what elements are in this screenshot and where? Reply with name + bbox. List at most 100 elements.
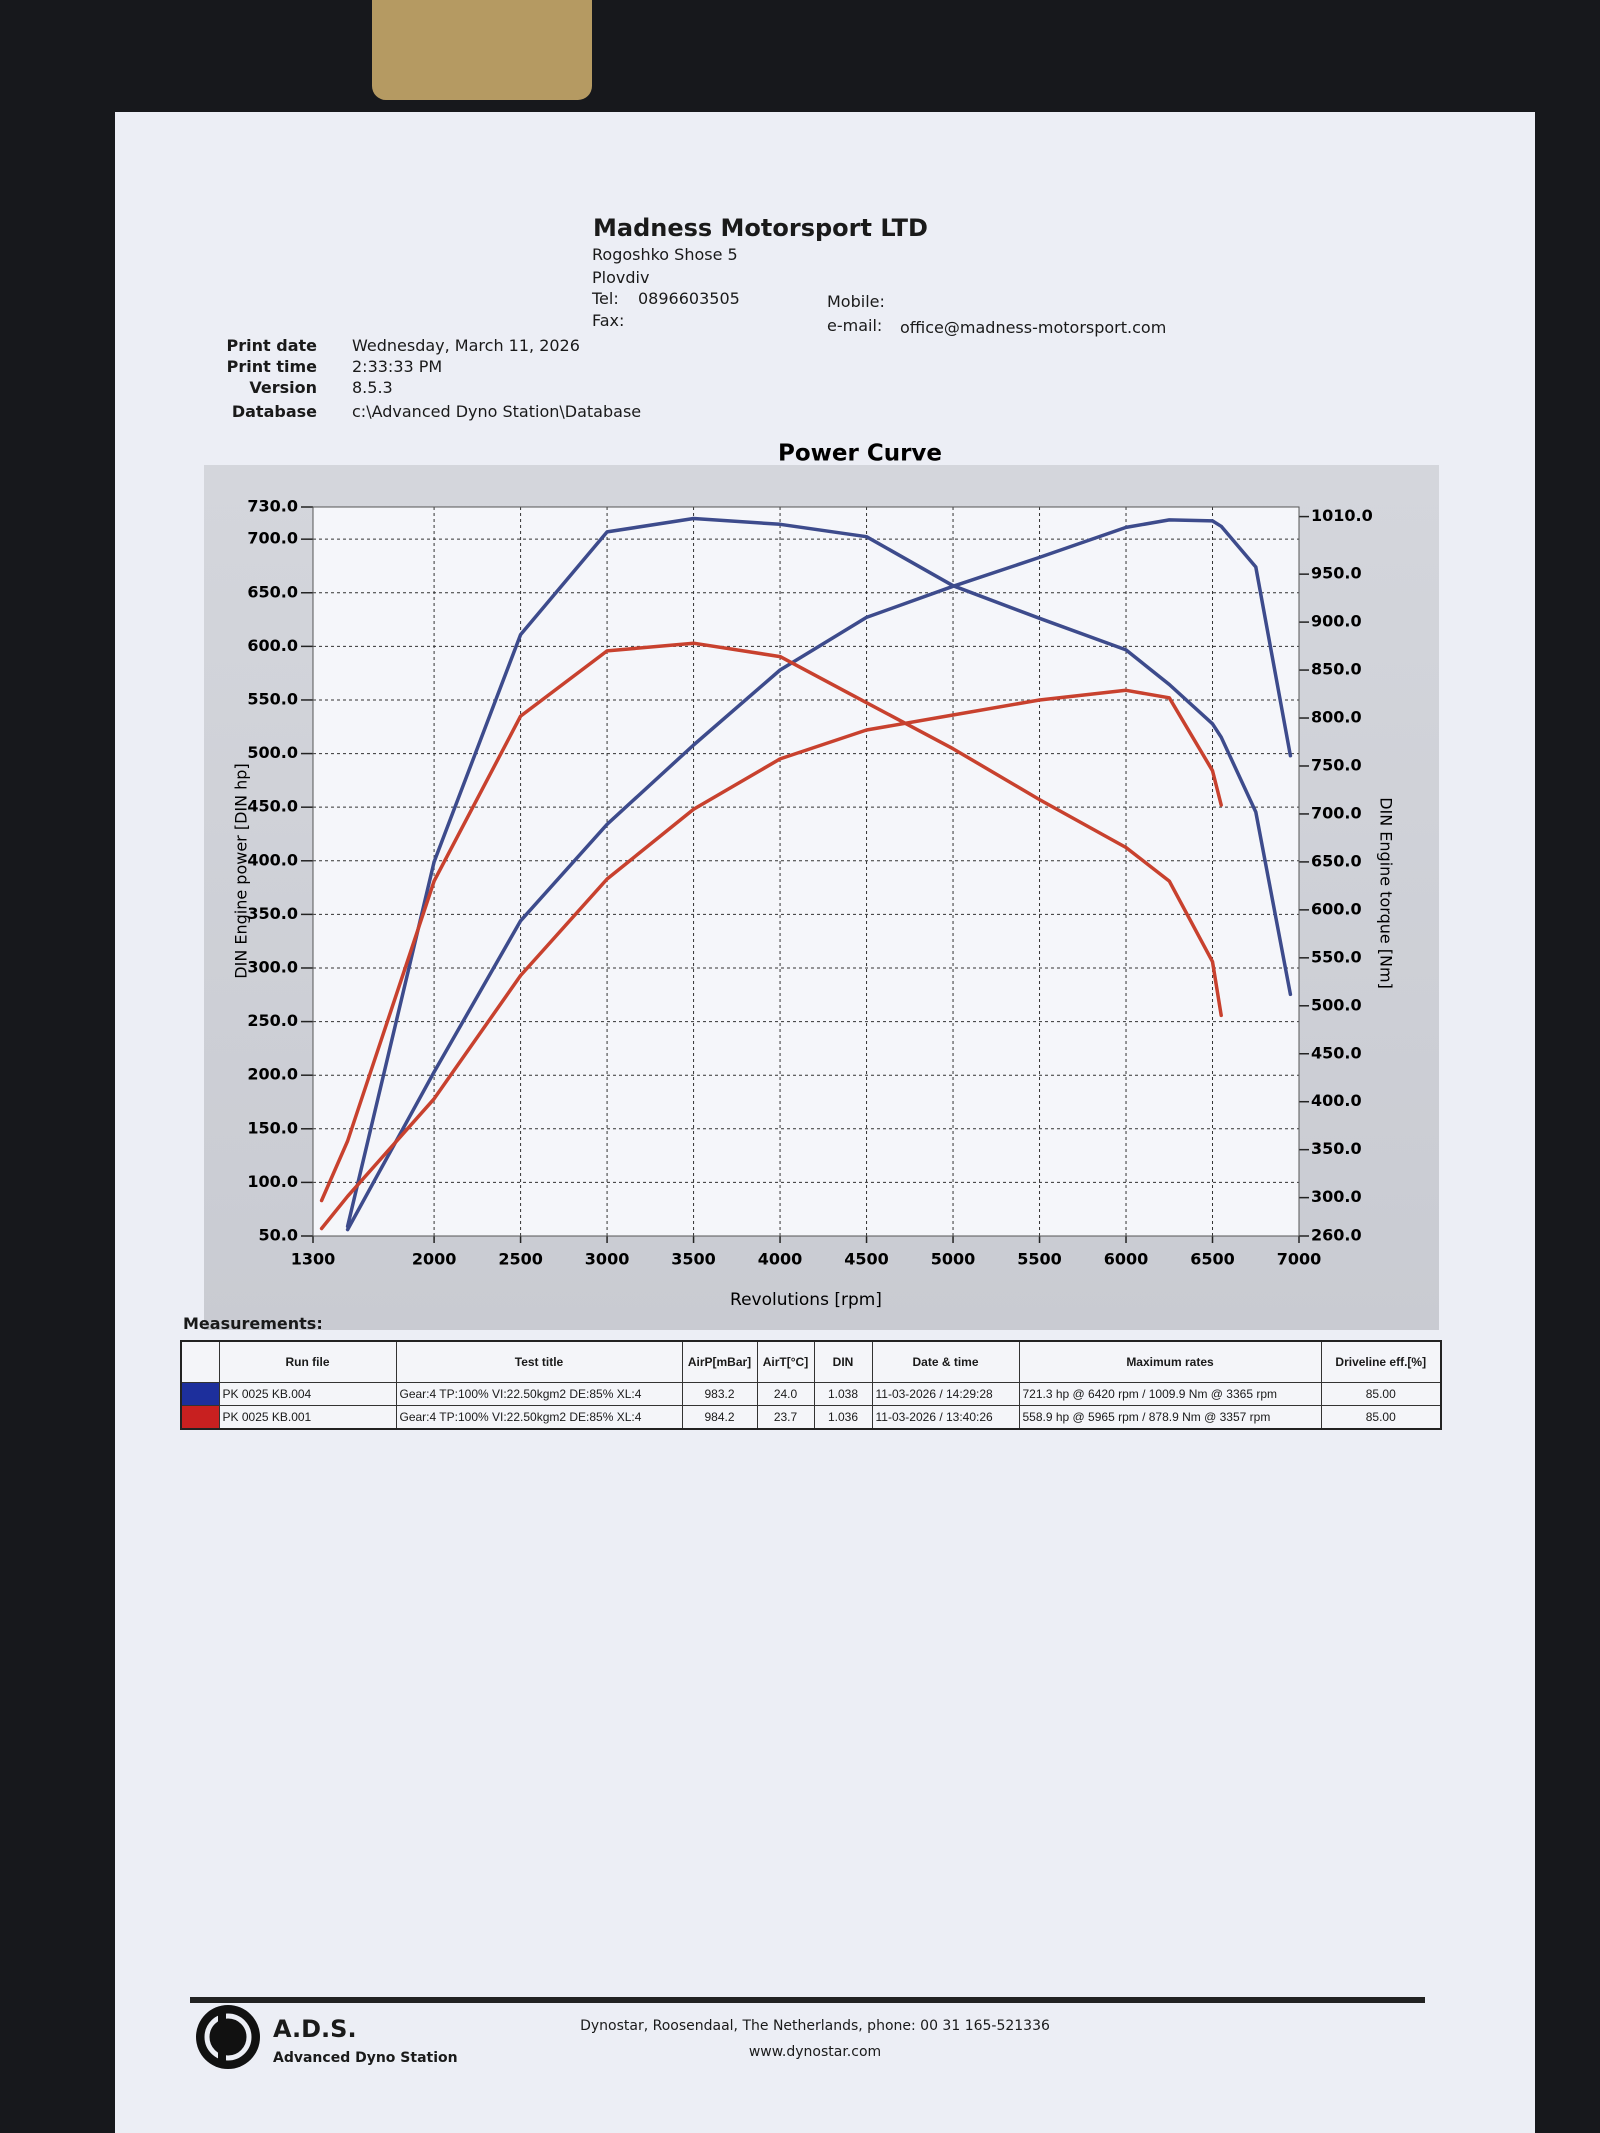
y-tick-label: 650.0 xyxy=(247,582,298,601)
x-tick-label: 7000 xyxy=(1277,1250,1322,1269)
y2-tick-label: 350.0 xyxy=(1311,1139,1362,1158)
info-value: Wednesday, March 11, 2026 xyxy=(352,336,580,355)
power-curve xyxy=(319,688,1223,1231)
cell: 24.0 xyxy=(756,1382,815,1406)
y2-tick-label: 800.0 xyxy=(1311,708,1362,727)
y-tick-label: 400.0 xyxy=(247,850,298,869)
y-tick-label: 450.0 xyxy=(247,797,298,816)
logo-mark xyxy=(196,2005,260,2069)
y-tick-label: 730.0 xyxy=(247,497,298,516)
cell: Gear:4 TP:100% VI:22.50kgm2 DE:85% XL:4 xyxy=(395,1382,683,1406)
x-tick-label: 5500 xyxy=(1017,1250,1062,1269)
y-tick-label: 100.0 xyxy=(247,1172,298,1191)
logo-subtitle: Advanced Dyno Station xyxy=(273,2050,458,2066)
x-tick-label: 1300 xyxy=(291,1250,336,1269)
color-header xyxy=(180,1340,220,1383)
y-tick-label: 50.0 xyxy=(259,1226,298,1245)
tel: 0896603505 xyxy=(638,289,740,308)
y2-tick-label: 550.0 xyxy=(1311,947,1362,966)
column-header: Test title xyxy=(395,1340,683,1383)
x-tick-label: 6500 xyxy=(1190,1250,1235,1269)
y2-tick-label: 950.0 xyxy=(1311,564,1362,583)
cell: 1.038 xyxy=(813,1382,873,1406)
footer-rule xyxy=(190,1997,1425,2003)
info-value: 8.5.3 xyxy=(352,378,393,397)
x-tick-label: 5000 xyxy=(931,1250,976,1269)
y2-tick-label: 700.0 xyxy=(1311,803,1362,822)
y2-tick-label: 850.0 xyxy=(1311,660,1362,679)
info-label: Print time xyxy=(226,357,317,376)
cell: 85.00 xyxy=(1320,1405,1442,1430)
console-trim xyxy=(372,0,592,100)
y2-tick-label: 1010.0 xyxy=(1311,506,1373,525)
y2-tick-label: 500.0 xyxy=(1311,995,1362,1014)
x-tick-label: 2000 xyxy=(412,1250,457,1269)
torque-curve xyxy=(345,516,1293,1229)
y-tick-label: 700.0 xyxy=(247,529,298,548)
cell: 983.2 xyxy=(681,1382,758,1406)
column-header: Run file xyxy=(218,1340,397,1383)
column-header: Maximum rates xyxy=(1018,1340,1322,1383)
y2-tick-label: 650.0 xyxy=(1311,851,1362,870)
address-line: Rogoshko Shose 5 xyxy=(592,245,738,264)
footer-address: Dynostar, Roosendaal, The Netherlands, p… xyxy=(580,2018,1050,2034)
y2-axis-label: DIN Engine torque [Nm] xyxy=(1377,797,1396,989)
y-tick-label: 300.0 xyxy=(247,957,298,976)
cell: 23.7 xyxy=(756,1405,815,1430)
y2-tick-label: 750.0 xyxy=(1311,755,1362,774)
run-row: PK 0025 KB.004 Gear:4 TP:100% VI:22.50kgm… xyxy=(180,1382,1442,1406)
run-color xyxy=(180,1382,220,1406)
info-label: Print date xyxy=(226,336,317,355)
measurements-title: Measurements: xyxy=(183,1314,323,1333)
y-tick-label: 600.0 xyxy=(247,636,298,655)
x-tick-label: 3000 xyxy=(585,1250,630,1269)
footer-website: www.dynostar.com xyxy=(748,2044,882,2060)
logo-text: A.D.S. xyxy=(273,2015,357,2043)
y-tick-label: 150.0 xyxy=(247,1118,298,1137)
y-tick-label: 200.0 xyxy=(247,1065,298,1084)
column-header: AirT[°C] xyxy=(756,1340,815,1383)
y2-tick-label: 900.0 xyxy=(1311,612,1362,631)
cell: 11-03-2026 / 14:29:28 xyxy=(871,1382,1020,1406)
tel-label: Tel: xyxy=(592,289,619,308)
y-tick-label: 350.0 xyxy=(247,904,298,923)
power-curve-chart: Power Curve Revolutions [rpm] DIN Engine… xyxy=(204,441,1439,1330)
fax-label: Fax: xyxy=(592,311,625,330)
cell: PK 0025 KB.004 xyxy=(218,1382,397,1406)
cell: 85.00 xyxy=(1320,1382,1442,1406)
y-tick-label: 550.0 xyxy=(247,689,298,708)
cell: PK 0025 KB.001 xyxy=(218,1405,397,1430)
chart-title: Power Curve xyxy=(778,441,942,467)
x-tick-label: 6000 xyxy=(1104,1250,1149,1269)
address-line: Plovdiv xyxy=(592,268,650,287)
y2-tick-label: 300.0 xyxy=(1311,1187,1362,1206)
column-header: DIN xyxy=(813,1340,873,1383)
info-value: c:\Advanced Dyno Station\Database xyxy=(352,402,642,421)
plot-frame xyxy=(312,506,1300,1237)
y2-tick-label: 400.0 xyxy=(1311,1091,1362,1110)
column-header: Date & time xyxy=(871,1340,1020,1383)
run-color xyxy=(180,1405,220,1430)
measurements-table: Run file Test title AirP[mBar] AirT[°C] DIN D… xyxy=(180,1340,1442,1430)
plot-area xyxy=(313,507,1299,1236)
cell: 721.3 hp @ 6420 rpm / 1009.9 Nm @ 3365 r… xyxy=(1018,1382,1322,1406)
y2-tick-label: 260.0 xyxy=(1311,1226,1362,1245)
info-label: Database xyxy=(231,402,317,421)
cell: 1.036 xyxy=(813,1405,873,1430)
run-row: PK 0025 KB.001 Gear:4 TP:100% VI:22.50kgm… xyxy=(180,1405,1442,1430)
y-tick-label: 250.0 xyxy=(247,1011,298,1030)
info-value: 2:33:33 PM xyxy=(352,357,443,376)
y2-tick-label: 600.0 xyxy=(1311,899,1362,918)
column-header: AirP[mBar] xyxy=(681,1340,758,1383)
x-tick-label: 4000 xyxy=(758,1250,803,1269)
x-axis-label: Revolutions [rpm] xyxy=(730,1290,882,1310)
y-tick-label: 500.0 xyxy=(247,743,298,762)
x-tick-label: 4500 xyxy=(844,1250,889,1269)
cell: Gear:4 TP:100% VI:22.50kgm2 DE:85% XL:4 xyxy=(395,1405,683,1430)
y-axis-label: DIN Engine power [DIN hp] xyxy=(232,763,251,978)
company-name: Madness Motorsport LTD xyxy=(593,214,928,242)
mobile-label: Mobile: xyxy=(827,292,885,311)
x-tick-label: 2500 xyxy=(498,1250,543,1269)
info-label: Version xyxy=(249,378,317,397)
